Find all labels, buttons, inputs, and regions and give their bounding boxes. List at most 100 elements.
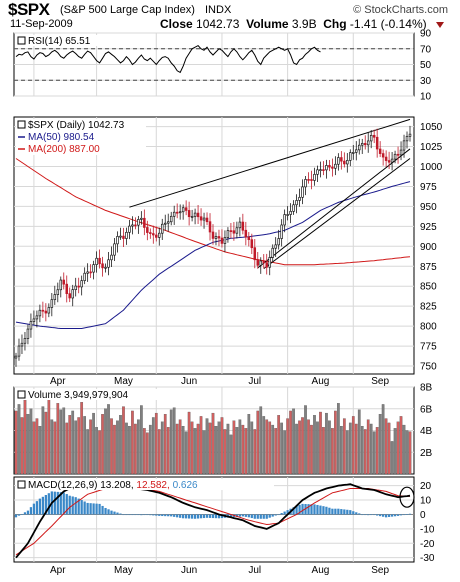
candle-body [226, 230, 230, 238]
macd-hist-bar [277, 514, 280, 516]
rsi-tick-label: 70 [420, 44, 432, 55]
volume-bar [286, 418, 289, 475]
candle-body [32, 318, 36, 322]
volume-bar [77, 417, 81, 475]
macd-hist-bar [358, 513, 361, 515]
candle-body [65, 283, 68, 294]
candle-body [50, 299, 54, 308]
candle-body [199, 216, 203, 221]
candle-body [301, 186, 304, 198]
candle-body [119, 235, 122, 238]
volume-bar [193, 428, 197, 475]
candle-body [14, 355, 18, 359]
volume-bar [137, 419, 140, 475]
candle-body [38, 309, 42, 317]
close-value: 1042.73 [196, 17, 240, 31]
macd-hist-bar [387, 514, 391, 517]
candle-body [77, 285, 80, 288]
macd-hist-bar [346, 509, 349, 515]
x-month-label: May [114, 565, 133, 576]
candle-body [190, 215, 194, 218]
candle-body [259, 260, 263, 266]
price-tick-label: 875 [420, 262, 437, 273]
candle-body [196, 212, 200, 218]
volume-bar [32, 421, 36, 475]
macd-hist-bar [241, 514, 244, 517]
price-legend-swatch [17, 120, 26, 129]
candle-body [331, 166, 334, 169]
macd-hist-bar [396, 514, 400, 516]
candle-body [384, 156, 388, 161]
macd-hist-bar [32, 503, 36, 515]
volume-bar [381, 404, 385, 475]
rsi-legend-swatch [17, 36, 26, 45]
candle-body [71, 289, 74, 299]
volume-bar [145, 432, 149, 475]
price-legend-bg [16, 119, 146, 155]
volume-bar [283, 430, 286, 475]
candle-body [74, 285, 77, 290]
quote-summary: Close 1042.73 Volume 3.9B Chg -1.41 (-0.… [160, 17, 427, 31]
volume-bar [113, 424, 116, 475]
candle-body [128, 225, 131, 233]
candle-body [307, 179, 310, 181]
volume-bar [175, 423, 179, 475]
volume-bar [316, 421, 319, 475]
macd-hist-bar [152, 514, 155, 516]
volume-bar [366, 419, 370, 475]
macd-hist-bar [92, 503, 95, 515]
volume-bar [68, 415, 72, 475]
candle-body [172, 211, 176, 217]
volume-bar [220, 417, 224, 475]
volume-bar [47, 394, 51, 475]
volume-bar [208, 422, 212, 475]
candle-body [131, 224, 134, 227]
price-tick-label: 800 [420, 322, 437, 333]
candle-body [89, 271, 92, 274]
candle-body [310, 179, 313, 181]
volume-bar [247, 414, 251, 475]
candle-body [104, 266, 107, 269]
volume-bar [334, 410, 337, 475]
volume-legend-bg [16, 389, 186, 400]
candle-body [98, 257, 101, 265]
x-month-label: Aug [312, 565, 330, 576]
volume-bar [328, 420, 331, 475]
rsi-tick-label: 50 [420, 60, 432, 71]
volume-bar [196, 423, 200, 475]
macd-hist-bar [208, 514, 212, 518]
volume-bar [166, 427, 170, 475]
macd-hist-bar [202, 514, 206, 519]
volume-bar [310, 424, 313, 475]
volume-bar [140, 405, 143, 475]
candle-body [107, 259, 110, 268]
volume-bar [354, 423, 358, 475]
macd-hist-bar [247, 514, 250, 518]
macd-hist-bar [158, 514, 161, 516]
candle-body [372, 134, 376, 138]
volume-bar [393, 428, 397, 475]
macd-hist-bar [104, 507, 107, 515]
chg-down-arrow-icon [436, 22, 444, 28]
volume-bar [119, 415, 122, 475]
rsi-legend-label: RSI(14) 65.51 [28, 36, 91, 47]
volume-bar [360, 425, 364, 475]
volume-bar [44, 411, 48, 475]
candle-body [360, 143, 364, 146]
macd-hist-bar [185, 514, 188, 519]
candle-body [35, 315, 39, 320]
chg-label: Chg [323, 17, 347, 31]
candle-body [161, 223, 164, 234]
macd-hist-bar [310, 504, 313, 515]
macd-legend-name: MACD(12,26,9) [28, 480, 100, 491]
macd-hist-bar [62, 492, 65, 515]
candle-body [355, 149, 358, 153]
volume-bar [202, 430, 206, 475]
macd-tick-label: 0 [420, 510, 426, 521]
candle-body [217, 236, 221, 239]
candle-body [125, 231, 128, 239]
macd-hist-bar [20, 513, 24, 515]
macd-hist-bar [364, 514, 367, 516]
macd-hist-bar [83, 501, 86, 515]
candle-body [175, 211, 179, 214]
